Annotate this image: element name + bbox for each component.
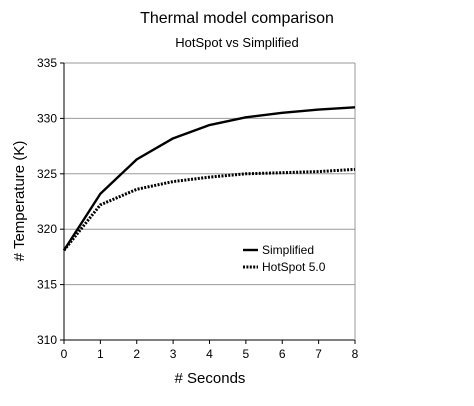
- tick-labels: 310 315 320 325 330 335 0 1 2 3 4 5 6 7 8: [37, 56, 359, 361]
- series-group: [62, 106, 356, 252]
- chart-title: Thermal model comparison: [140, 10, 334, 27]
- y-axis-label: # Temperature (K): [11, 141, 28, 262]
- y-tick-label: 335: [37, 56, 57, 70]
- x-tick-label: 7: [315, 347, 322, 361]
- y-tick-label: 315: [37, 278, 57, 292]
- x-tick-label: 5: [243, 347, 250, 361]
- x-tick-label: 8: [352, 347, 359, 361]
- x-tick-label: 4: [206, 347, 213, 361]
- axes: [60, 62, 356, 344]
- y-tick-label: 330: [37, 111, 57, 125]
- legend: Simplified HotSpot 5.0: [243, 243, 326, 274]
- x-tick-label: 1: [97, 347, 104, 361]
- y-tick-label: 320: [37, 222, 57, 236]
- legend-label-1: Simplified: [262, 243, 314, 257]
- x-tick-label: 0: [61, 347, 68, 361]
- x-tick-label: 3: [170, 347, 177, 361]
- y-tick-label: 325: [37, 167, 57, 181]
- x-tick-label: 6: [279, 347, 286, 361]
- chart-subtitle: HotSpot vs Simplified: [175, 35, 299, 50]
- legend-label-2: HotSpot 5.0: [262, 260, 326, 274]
- x-tick-label: 2: [133, 347, 140, 361]
- series-line-2: [62, 167, 356, 252]
- y-tick-label: 310: [37, 333, 57, 347]
- x-axis-label: # Seconds: [175, 370, 246, 387]
- series-line-1: [62, 106, 356, 251]
